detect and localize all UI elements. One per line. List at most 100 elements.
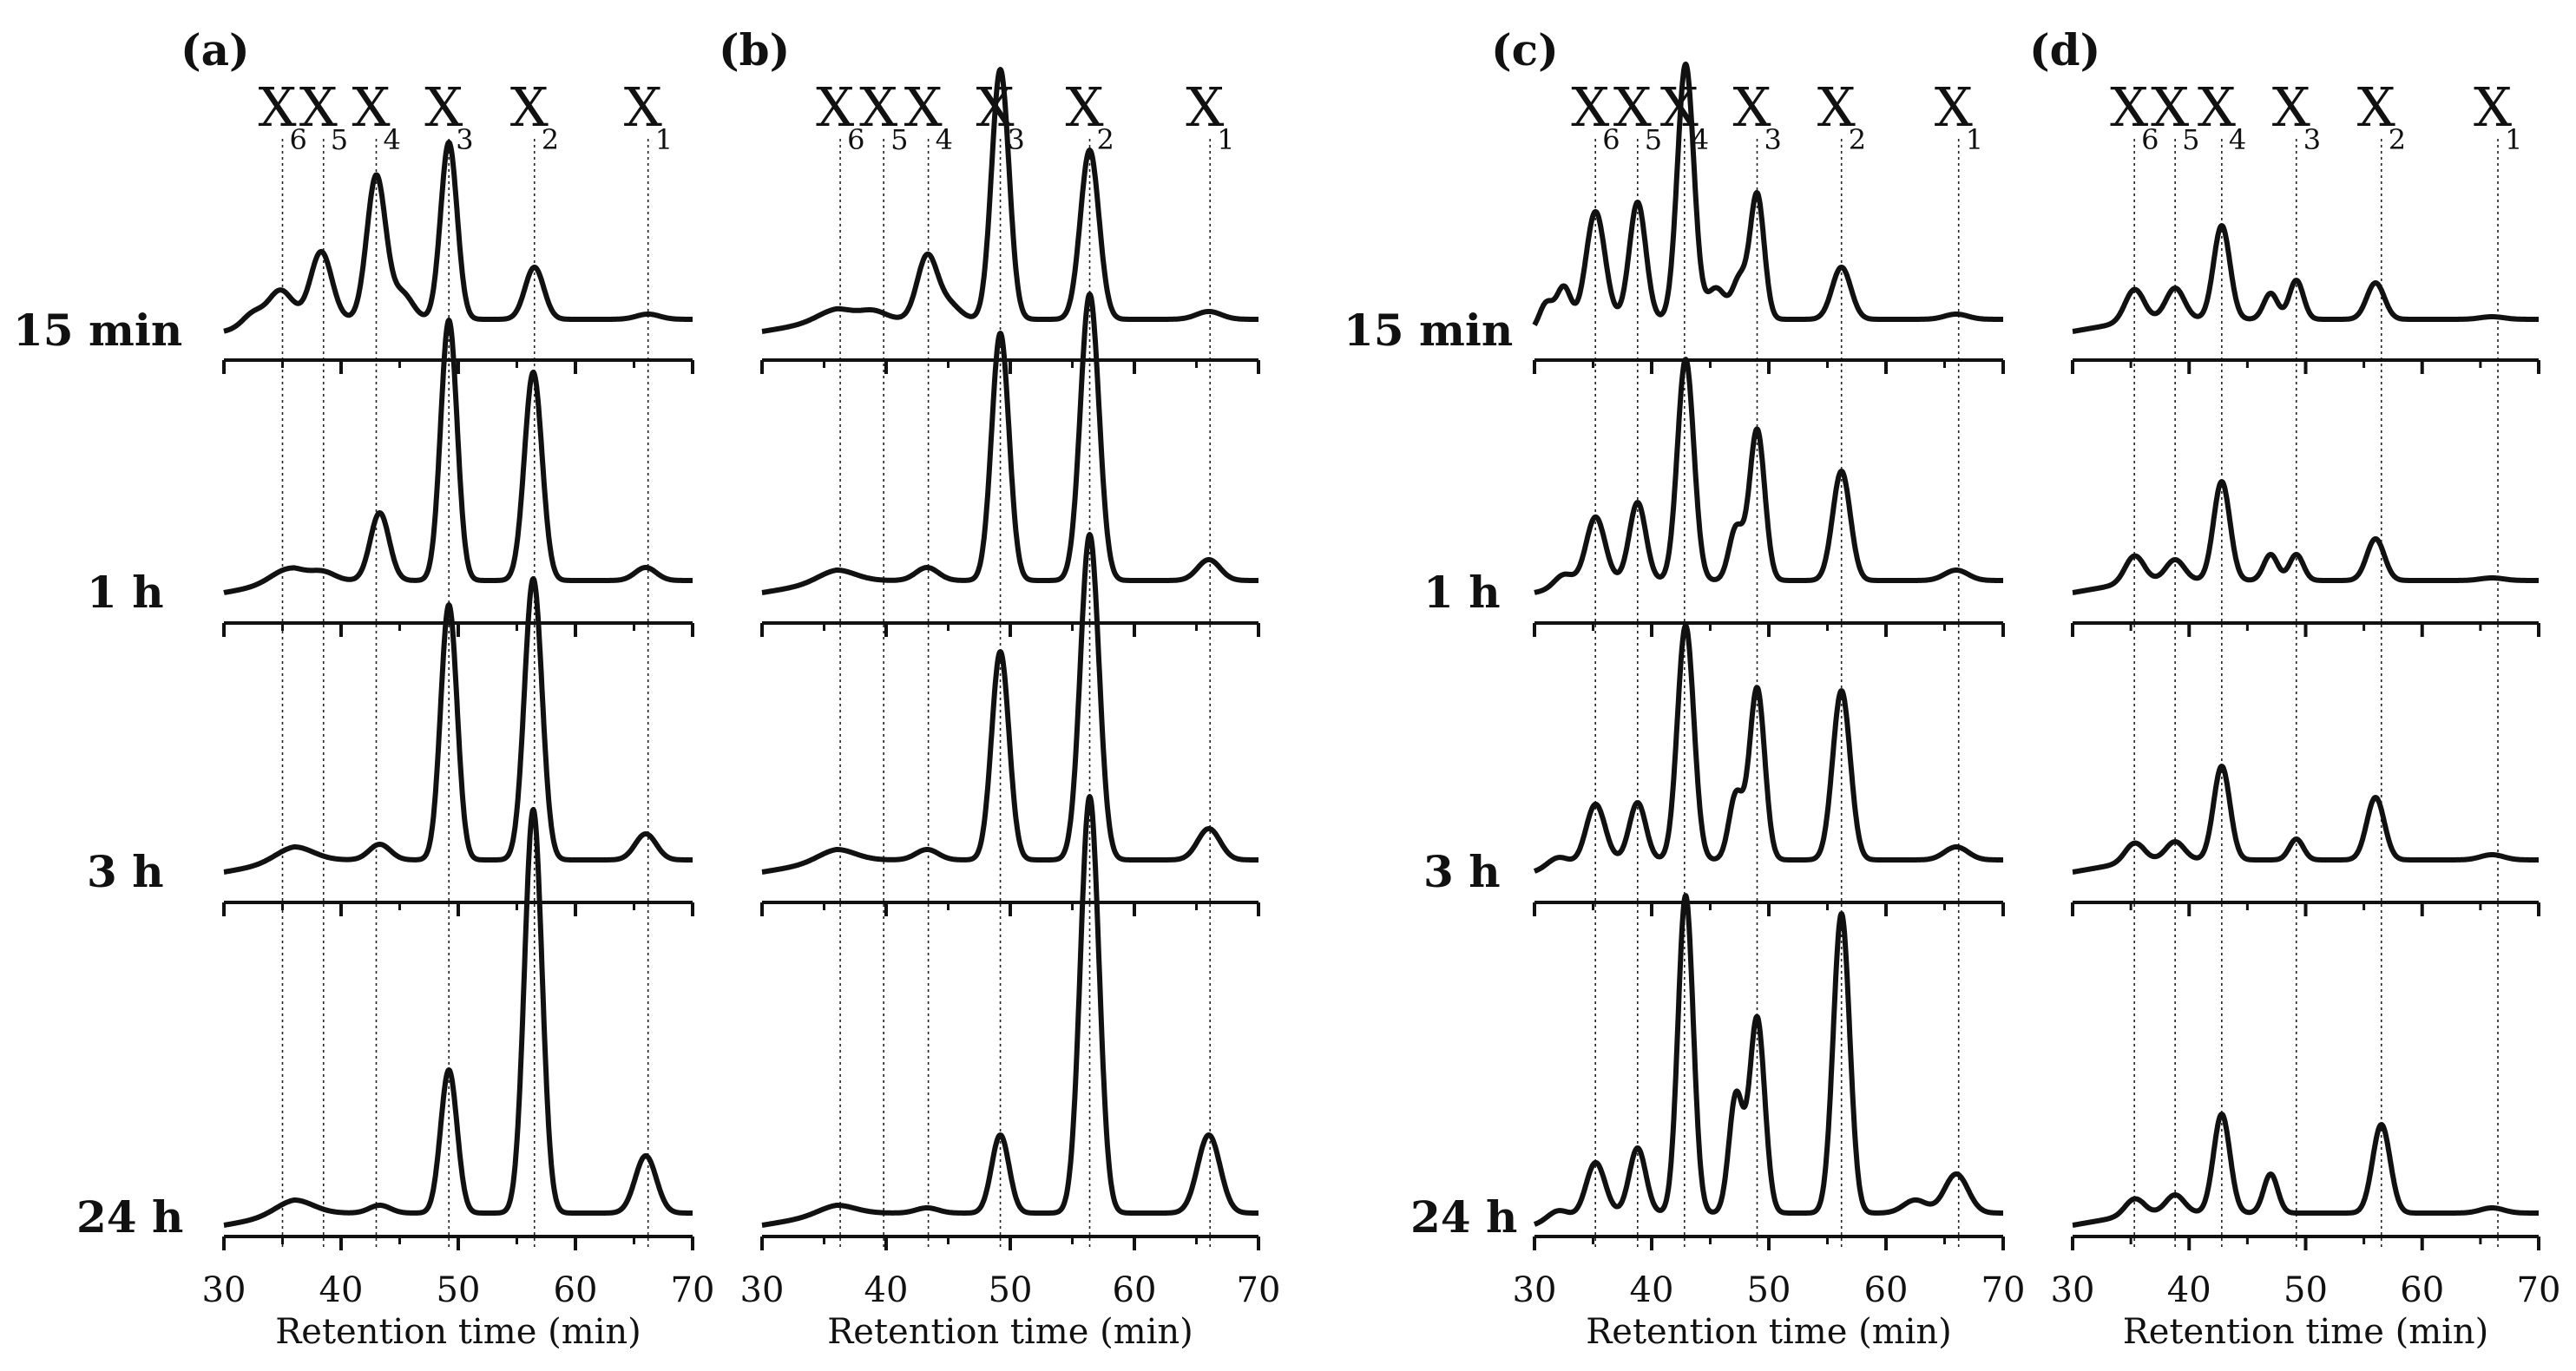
peak-label-sub-1: 1: [1966, 123, 1983, 156]
peak-label-sub-1: 1: [1217, 123, 1234, 156]
peak-label-x1: X: [1186, 75, 1224, 139]
trace-c-3-h: [1532, 623, 2006, 874]
trace-b-24-h: [759, 794, 1261, 1228]
row-3-h: [2070, 764, 2541, 916]
row-15-min: [221, 140, 695, 374]
trace-c-1-h: [1532, 357, 2006, 595]
peak-label-x4: X: [904, 75, 943, 139]
panel-label: (a): [181, 24, 250, 75]
peak-label-x3: X: [2272, 75, 2310, 139]
trace-d-3-h: [2070, 764, 2541, 875]
peak-label-x5: X: [859, 75, 897, 139]
peak-label-sub-5: 5: [1645, 123, 1662, 156]
trace-a-3-h: [221, 576, 695, 875]
x-axis-title: Retention time (min): [275, 1312, 641, 1352]
trace-c-15-min: [1532, 61, 2006, 327]
x-tick-label-40: 40: [864, 1270, 909, 1310]
x-tick-label-60: 60: [1113, 1270, 1157, 1310]
x-tick-label-50: 50: [989, 1270, 1033, 1310]
peak-label-sub-6: 6: [1602, 123, 1620, 156]
x-tick-label-50: 50: [1747, 1270, 1791, 1310]
peak-label-x6: X: [1571, 75, 1609, 139]
peak-label-x6: X: [259, 75, 297, 139]
peak-label-x3: X: [1733, 75, 1771, 139]
x-tick-label-30: 30: [1513, 1270, 1557, 1310]
peak-label-x6: X: [816, 75, 854, 139]
time-label-24-h: 24 h: [1410, 1191, 1517, 1243]
peak-label-sub-6: 6: [290, 123, 307, 156]
row-24-h: [221, 807, 695, 1250]
peak-label-sub-5: 5: [890, 123, 908, 156]
peak-label-x1: X: [2474, 75, 2512, 139]
row-24-h: [2070, 1112, 2541, 1250]
peak-label-sub-1: 1: [2505, 123, 2522, 156]
peak-label-sub-2: 2: [2389, 123, 2406, 156]
peak-label-sub-3: 3: [1008, 123, 1025, 156]
row-24-h: [1532, 893, 2006, 1250]
x-tick-label-40: 40: [2167, 1270, 2211, 1310]
row-15-min: [2070, 223, 2541, 374]
x-axis-title: Retention time (min): [1586, 1312, 1952, 1352]
x-tick-label-40: 40: [319, 1270, 364, 1310]
peak-label-sub-4: 4: [2229, 123, 2246, 156]
trace-d-1-h: [2070, 479, 2541, 595]
trace-a-15-min: [221, 140, 695, 334]
trace-d-24-h: [2070, 1112, 2541, 1228]
time-label-3-h: 3 h: [1423, 846, 1501, 897]
peak-label-x2: X: [1817, 75, 1856, 139]
x-tick-label-70: 70: [671, 1270, 715, 1310]
peak-label-x1: X: [624, 75, 662, 139]
time-label-1-h: 1 h: [1423, 567, 1501, 618]
row-1-h: [2070, 479, 2541, 637]
peak-label-sub-5: 5: [331, 123, 348, 156]
peak-label-x2: X: [2357, 75, 2395, 139]
x-tick-label-70: 70: [1981, 1270, 2026, 1310]
trace-b-3-h: [759, 532, 1261, 875]
time-label-3-h: 3 h: [87, 846, 164, 897]
x-tick-label-40: 40: [1630, 1270, 1674, 1310]
trace-d-15-min: [2070, 223, 2541, 334]
row-1-h: [221, 318, 695, 637]
panel-label: (b): [719, 24, 790, 75]
time-label-24-h: 24 h: [76, 1191, 183, 1243]
trace-a-24-h: [221, 807, 695, 1228]
peak-label-sub-3: 3: [456, 123, 473, 156]
peak-label-sub-3: 3: [2303, 123, 2321, 156]
peak-label-sub-1: 1: [655, 123, 673, 156]
trace-c-24-h: [1532, 893, 2006, 1227]
x-tick-label-30: 30: [202, 1270, 246, 1310]
trace-b-1-h: [759, 292, 1261, 595]
panel-label: (d): [2029, 24, 2100, 75]
peak-label-sub-2: 2: [542, 123, 559, 156]
peak-label-x6: X: [2110, 75, 2148, 139]
peak-label-sub-3: 3: [1764, 123, 1782, 156]
x-tick-label-30: 30: [2051, 1270, 2095, 1310]
peak-label-x5: X: [299, 75, 338, 139]
x-tick-label-60: 60: [554, 1270, 598, 1310]
time-label-15-min: 15 min: [13, 305, 182, 356]
x-axis-title: Retention time (min): [827, 1312, 1193, 1352]
row-1-h: [759, 292, 1261, 637]
row-3-h: [221, 576, 695, 916]
x-tick-label-30: 30: [740, 1270, 785, 1310]
row-15-min: [1532, 61, 2006, 374]
trace-a-1-h: [221, 318, 695, 595]
peak-label-sub-5: 5: [2182, 123, 2199, 156]
row-3-h: [759, 532, 1261, 916]
peak-label-sub-4: 4: [936, 123, 953, 156]
peak-label-sub-6: 6: [2141, 123, 2159, 156]
peak-label-x2: X: [510, 75, 549, 139]
peak-label-sub-4: 4: [1692, 123, 1709, 156]
time-labels: 15 min 1 h 3 h 24 h 15 min 1 h 3 h 24 h: [13, 305, 1517, 1243]
x-tick-label-50: 50: [2284, 1270, 2328, 1310]
peak-label-x1: X: [1935, 75, 1973, 139]
time-label-1-h: 1 h: [87, 567, 164, 618]
row-24-h: [759, 794, 1261, 1250]
peak-label-sub-6: 6: [847, 123, 864, 156]
